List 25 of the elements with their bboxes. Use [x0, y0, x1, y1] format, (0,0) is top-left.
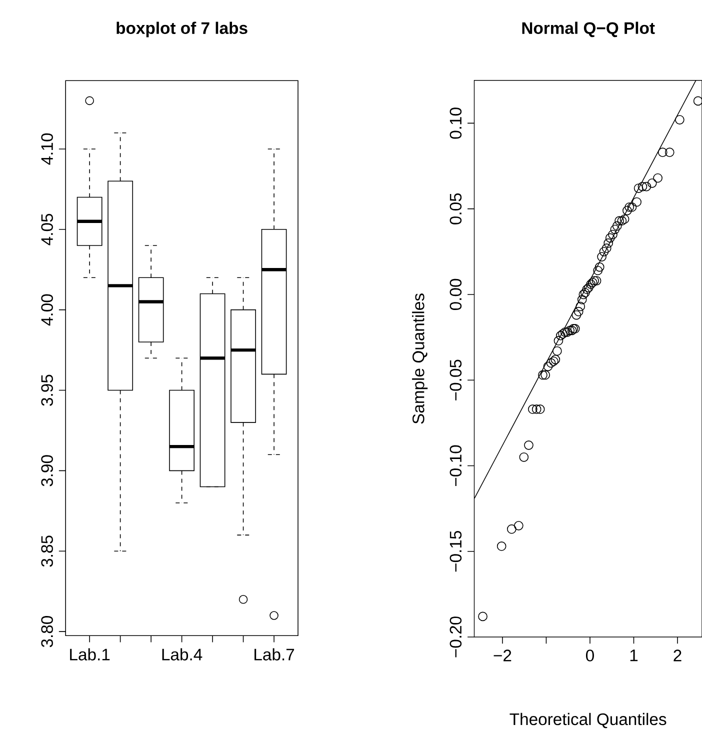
y-axis-title: Sample Quantiles: [412, 294, 428, 424]
y-tick-label: −0.05: [450, 360, 462, 400]
x-tick-label: −2: [494, 650, 512, 662]
x-tick-label: 1: [630, 650, 638, 662]
chart-title: boxplot of 7 labs: [116, 22, 248, 38]
x-tick-label: 0: [586, 650, 594, 662]
x-axis-title: Theoretical Quantiles: [510, 712, 666, 728]
x-tick-label: Lab.1: [70, 648, 110, 660]
x-tick-label: Lab.7: [254, 648, 294, 660]
y-tick-label: 3.90: [41, 455, 53, 486]
y-tick-label: −0.10: [450, 445, 462, 486]
y-tick-label: −0.15: [450, 530, 462, 572]
y-tick-label: 3.80: [41, 616, 53, 648]
y-tick-label: 3.85: [41, 536, 53, 567]
x-tick-label: Lab.4: [162, 648, 202, 660]
y-tick-label: 4.05: [41, 214, 53, 246]
y-tick-label: 3.95: [41, 374, 53, 406]
y-tick-label: 4.10: [41, 133, 53, 165]
y-tick-label: −0.20: [450, 616, 462, 658]
chart-title: Normal Q−Q Plot: [522, 22, 655, 38]
y-tick-label: 0.05: [450, 193, 462, 224]
y-tick-label: 0.10: [450, 108, 462, 139]
y-tick-label: 4.00: [41, 294, 53, 326]
x-tick-label: 2: [674, 650, 682, 662]
y-tick-label: 0.00: [450, 278, 462, 310]
